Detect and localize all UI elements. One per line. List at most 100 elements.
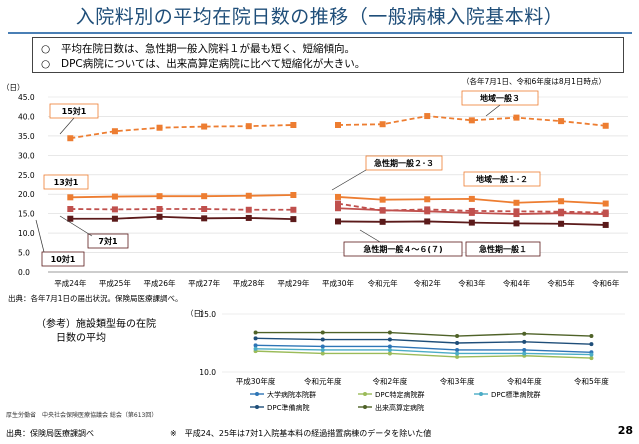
- data-point: [111, 206, 118, 213]
- data-point: [558, 210, 565, 217]
- summary-bullet: ○: [41, 58, 51, 70]
- series-callout-box: [43, 174, 89, 190]
- data-point: [558, 220, 565, 227]
- data-point: [455, 341, 460, 345]
- y-tick-label: 45.0: [18, 93, 35, 102]
- series-line: [255, 350, 592, 359]
- summary-line-1: ○ 平均在院日数は、急性期一般入院料１が最も短く、短縮傾向。: [41, 41, 355, 56]
- reference-credit: 厚生労働省 中央社会保険医療協議会 総会（第613回）: [6, 412, 158, 419]
- data-point: [602, 200, 609, 207]
- data-point: [67, 194, 74, 201]
- source-main: 出典：各年7月1日の届出状況。保険局医療課調べ。: [8, 294, 183, 303]
- x-tick-label: 令和4年: [503, 278, 531, 288]
- series-callout-box: [463, 171, 541, 187]
- y-tick-label: 15.0: [18, 210, 35, 219]
- data-point: [468, 117, 475, 124]
- data-point: [320, 351, 325, 356]
- x-tick-label: 平成30年: [322, 278, 355, 288]
- y-tick-label: 30.0: [18, 151, 35, 160]
- data-point: [387, 351, 392, 356]
- data-point: [522, 331, 527, 336]
- series-line: [255, 331, 592, 337]
- legend-swatch-marker: [363, 392, 367, 396]
- data-point: [156, 206, 163, 212]
- data-point: [335, 193, 341, 200]
- reference-line-chart: （日） 10.0 15.0 平成30年度 令和元年度 令和2年度 令和3年度 令和4年度 令和5…: [186, 309, 625, 412]
- data-point: [67, 215, 74, 222]
- data-point: [455, 347, 460, 352]
- footnote: ※ 平成24、25年は7対1入院基本料の経過措置病棟のデータを除いた値: [170, 429, 432, 438]
- series-callout-label: 10対1: [51, 254, 76, 264]
- y-tick-label: 10.0: [18, 229, 35, 238]
- data-point: [602, 211, 609, 218]
- data-point: [111, 193, 118, 200]
- data-point: [455, 334, 460, 339]
- reference-title-line-2: 日数の平均: [36, 333, 106, 344]
- data-point: [513, 211, 520, 218]
- y-axis-label: （日）: [2, 83, 25, 92]
- data-point: [335, 205, 341, 212]
- data-point: [201, 193, 208, 200]
- x-tick-label: 平成27年: [188, 278, 221, 288]
- legend-swatch-marker: [479, 392, 483, 396]
- series-callout-box: [41, 251, 85, 267]
- data-point: [245, 214, 252, 221]
- data-point: [602, 221, 609, 228]
- data-point: [424, 208, 431, 215]
- data-point: [468, 209, 475, 216]
- x-tick-label: 平成28年: [233, 278, 266, 288]
- series-callout-label: 15対1: [62, 106, 87, 116]
- summary-box: ○ 平均在院日数は、急性期一般入院料１が最も短く、短縮傾向。 ○ DPC病院について…: [32, 37, 624, 73]
- series-callout-label: 地域一般１･２: [476, 174, 528, 184]
- page-number: 28: [617, 424, 633, 437]
- data-point: [468, 219, 475, 226]
- title-band: [0, 0, 639, 34]
- x-tick-label: 令和6年: [592, 278, 620, 288]
- data-point: [156, 213, 163, 220]
- x-tick-label: 平成26年: [144, 278, 177, 288]
- data-point: [513, 220, 520, 227]
- legend-label: DPC標準病院群: [491, 390, 541, 399]
- summary-bullet: ○: [41, 43, 51, 55]
- data-point: [320, 344, 325, 349]
- series-callout-label: 13対1: [54, 177, 79, 187]
- data-point: [156, 193, 163, 200]
- series-callout-label: 地域一般３: [480, 93, 520, 103]
- series-callout-label: 7対1: [98, 236, 118, 246]
- data-point: [379, 207, 386, 214]
- summary-text: DPC病院については、出来高算定病院に比べて短縮化が大きい。: [61, 58, 366, 70]
- series-callout-label: 急性期一般１: [479, 244, 527, 254]
- y-tick-label: 35.0: [18, 132, 35, 141]
- data-point: [513, 199, 520, 206]
- data-point: [253, 330, 258, 335]
- data-point: [290, 206, 297, 213]
- series-line: [70, 208, 294, 211]
- data-point: [111, 215, 118, 222]
- x-tick-label: 平成24年: [54, 278, 87, 288]
- callout-leader-line: [59, 215, 93, 237]
- legend-label: 大学病院本院群: [267, 390, 316, 399]
- series-line: [255, 348, 592, 356]
- data-point: [522, 339, 527, 344]
- data-point: [201, 215, 208, 222]
- data-point: [335, 218, 341, 225]
- data-point: [589, 334, 594, 339]
- x-tick-label: 平成30年度: [236, 376, 276, 386]
- callout-leader-line: [359, 229, 381, 243]
- data-point: [245, 206, 252, 213]
- data-point: [387, 337, 392, 342]
- y-tick-label: 40.0: [18, 112, 35, 121]
- data-point: [424, 196, 431, 203]
- series-line: [70, 194, 294, 199]
- x-tick-label: 令和2年度: [373, 376, 408, 386]
- data-point: [424, 218, 431, 225]
- x-tick-label: 令和元年度: [304, 376, 342, 386]
- data-point: [589, 356, 594, 361]
- data-point: [201, 123, 208, 130]
- data-point: [67, 135, 74, 142]
- y-tick-label: 15.0: [199, 310, 216, 319]
- y-tick-label: 0.0: [18, 268, 30, 277]
- data-point: [522, 347, 527, 352]
- legend-label: DPC特定病院群: [375, 390, 425, 399]
- data-point: [253, 336, 258, 341]
